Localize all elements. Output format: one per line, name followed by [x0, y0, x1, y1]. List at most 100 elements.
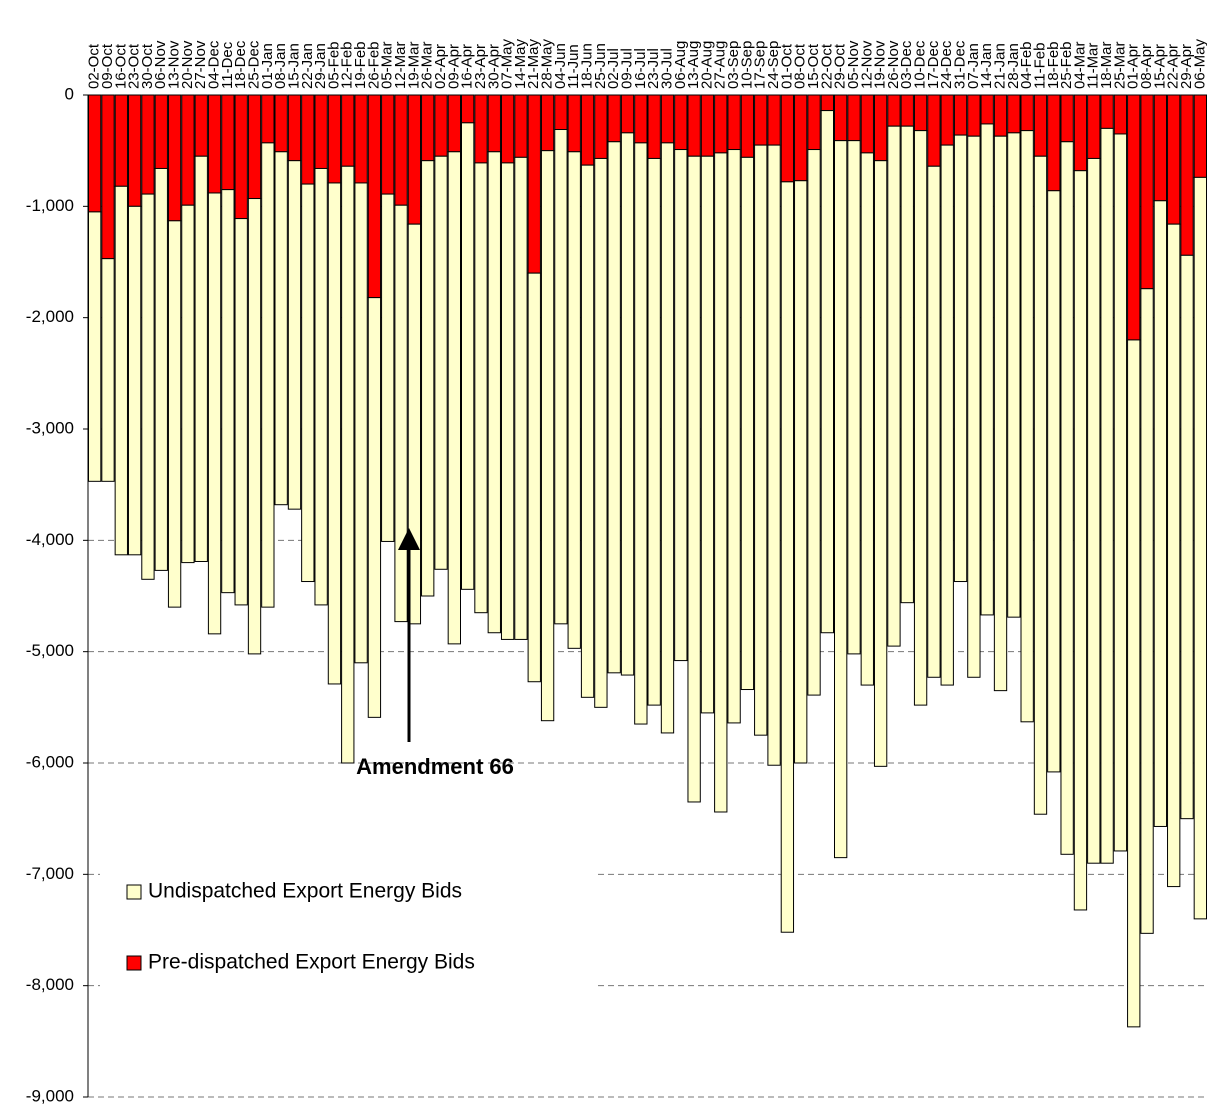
x-tick-label: 26-Nov [885, 40, 902, 89]
x-tick-label: 23-Apr [472, 44, 489, 89]
bar-segment [807, 94, 821, 151]
bar-segment [594, 94, 608, 159]
bar-segment [594, 157, 608, 708]
legend: Undispatched Export Energy Bids Pre-dispa… [100, 862, 595, 992]
x-tick-label: 22-Apr [1165, 44, 1182, 89]
x-tick-label: 04-Mar [1071, 41, 1088, 89]
bar-segment [194, 94, 208, 157]
legend-swatch [126, 955, 142, 971]
x-tick-label: 05-Nov [845, 40, 862, 89]
bar-segment [167, 220, 182, 608]
bar-segment [740, 156, 755, 691]
bar-segment [207, 94, 222, 194]
bar-segment [341, 94, 355, 167]
bars [88, 94, 1207, 1028]
bar-segment [567, 94, 581, 153]
bar-segment [967, 94, 981, 137]
bar-segment [514, 94, 528, 158]
bar-segment [327, 182, 342, 685]
bar-segment [261, 142, 275, 608]
x-tick-label: 16-Apr [459, 44, 476, 89]
bar-segment [421, 94, 435, 162]
x-tick-label: 01-Jan [259, 43, 276, 89]
bar-segment [1100, 127, 1114, 864]
bar-segment [714, 94, 728, 154]
bar-segment [221, 94, 235, 191]
x-tick-label: 20-Nov [179, 40, 196, 89]
x-tick-label: 14-May [512, 38, 529, 89]
bar-segment [1153, 200, 1168, 827]
bar-segment [1047, 94, 1061, 192]
bar-segment [127, 205, 142, 556]
bar-segment [407, 223, 422, 625]
bar-segment [727, 149, 741, 724]
bar-segment [820, 110, 835, 634]
bar-segment [1020, 130, 1034, 723]
x-tick-label: 27-Nov [192, 40, 209, 89]
bar-segment [181, 204, 195, 564]
annotation: Amendment 66 [356, 754, 514, 779]
bar-segment [127, 94, 142, 207]
x-tick-label: 08-Oct [792, 43, 809, 89]
x-tick-label: 16-Jul [632, 48, 649, 89]
y-tick-label: -9,000 [26, 1086, 74, 1105]
x-tick-label: 29-Jan [312, 43, 329, 89]
x-tick-label: 21-May [525, 38, 542, 89]
x-tick-label: 26-Mar [419, 41, 436, 89]
x-tick-label: 12-Nov [858, 40, 875, 89]
y-tick-label: -6,000 [26, 752, 74, 771]
bar-segment [674, 94, 688, 151]
bar-segment [327, 94, 342, 184]
bar-segment [887, 125, 901, 647]
bar-segment [88, 94, 102, 213]
y-tick-label: -8,000 [26, 975, 74, 994]
bar-segment [540, 150, 555, 722]
x-tick-label: 10-Dec [912, 40, 929, 89]
x-tick-label: 06-Aug [672, 41, 689, 89]
bar-segment [900, 125, 914, 604]
bar-segment [754, 94, 768, 146]
x-tick-label: 03-Sep [725, 41, 742, 89]
bar-segment [634, 142, 648, 725]
x-tick-label: 11-Mar [1085, 43, 1102, 89]
bar-segment [141, 94, 155, 195]
bar-segment [727, 94, 741, 151]
bar-segment [434, 94, 448, 157]
bar-segment [940, 144, 954, 686]
y-tick-label: -5,000 [26, 641, 74, 660]
bar-segment [341, 165, 355, 764]
bar-segment [447, 94, 461, 153]
bar-segment [847, 140, 861, 655]
x-tick-label: 29-Oct [832, 43, 849, 89]
x-tick-label: 21-Jan [991, 43, 1008, 89]
x-tick-label: 18-Mar [1098, 41, 1115, 89]
bar-segment [620, 132, 635, 676]
x-tick-label: 11-Feb [1031, 43, 1048, 89]
bar-segment [101, 94, 115, 260]
bar-segment [434, 155, 448, 570]
bar-segment [247, 94, 262, 200]
legend-label: Undispatched Export Energy Bids [148, 880, 462, 903]
x-tick-label: 09-Jul [618, 48, 635, 89]
bar-segment [447, 151, 461, 645]
bar-segment [1193, 176, 1207, 920]
x-tick-label: 09-Oct [99, 43, 116, 89]
y-tick-label: -2,000 [26, 307, 74, 326]
bar-segment [580, 164, 595, 698]
bar-segment [1087, 94, 1101, 159]
bar-segment [834, 140, 848, 859]
bar-segment [88, 211, 102, 482]
x-tick-label: 26-Feb [365, 41, 382, 89]
bar-segment [767, 94, 781, 146]
bar-segment [181, 94, 195, 206]
bar-segment [1033, 94, 1048, 157]
bar-segment [873, 94, 888, 162]
bar-segment [1073, 94, 1088, 172]
bar-segment [1007, 94, 1021, 134]
bar-segment [514, 156, 528, 640]
bar-segment [1100, 94, 1114, 129]
x-tick-label: 18-Feb [1045, 41, 1062, 89]
x-tick-label: 13-Aug [685, 41, 702, 89]
bar-segment [407, 94, 422, 225]
bar-segment [354, 182, 368, 664]
